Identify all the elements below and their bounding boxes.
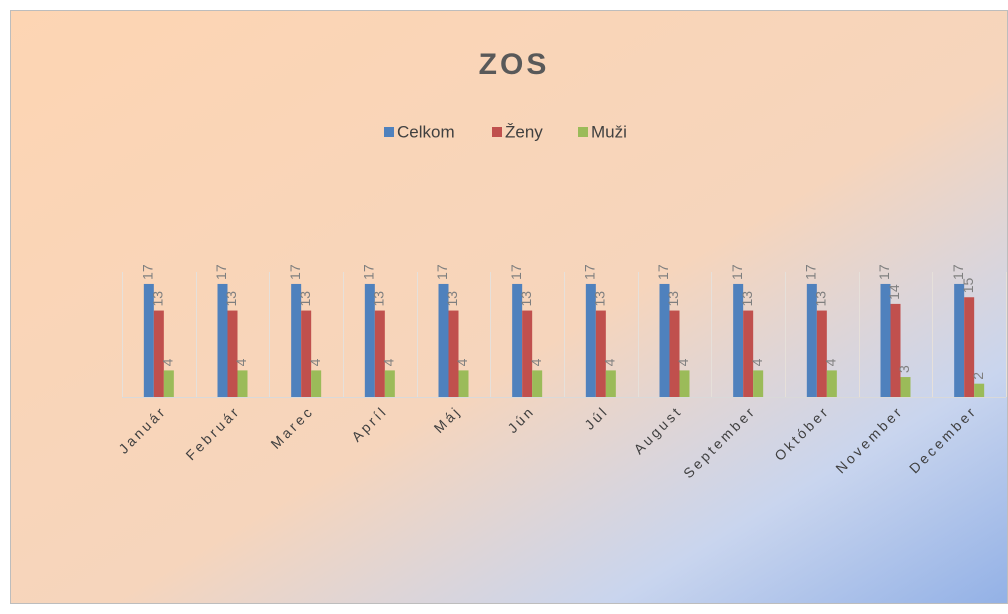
bar — [301, 310, 312, 397]
bar — [974, 383, 985, 397]
bar — [217, 283, 228, 397]
bar — [669, 310, 680, 397]
legend-label: Ženy — [505, 122, 543, 141]
bar — [880, 283, 891, 397]
data-label: 17 — [582, 264, 598, 280]
legend-label: Celkom — [397, 122, 455, 141]
data-label: 4 — [233, 358, 249, 366]
legend-swatch — [578, 127, 588, 137]
data-label: 4 — [528, 358, 544, 366]
data-label: 4 — [823, 358, 839, 366]
data-label: 17 — [803, 264, 819, 280]
bar — [605, 370, 616, 397]
bar — [679, 370, 690, 397]
bar — [291, 283, 302, 397]
data-label: 14 — [886, 284, 902, 300]
bar — [364, 283, 375, 397]
bar — [522, 310, 533, 397]
data-label: 13 — [297, 291, 313, 307]
chart-title: ZOS — [479, 48, 550, 81]
data-label: 4 — [454, 358, 470, 366]
bar — [237, 370, 248, 397]
legend-label: Muži — [591, 122, 627, 141]
data-label: 17 — [876, 264, 892, 280]
data-label: 4 — [307, 358, 323, 366]
bar — [438, 283, 449, 397]
data-label: 17 — [140, 264, 156, 280]
bar — [374, 310, 385, 397]
bar — [890, 303, 901, 397]
data-label: 17 — [287, 264, 303, 280]
bar — [900, 377, 911, 397]
data-label: 17 — [729, 264, 745, 280]
data-label: 4 — [749, 358, 765, 366]
data-label: 17 — [508, 264, 524, 280]
data-label: 13 — [223, 291, 239, 307]
bar — [954, 283, 965, 397]
data-label: 4 — [381, 358, 397, 366]
bar — [311, 370, 322, 397]
data-label: 13 — [813, 291, 829, 307]
data-label: 17 — [950, 264, 966, 280]
bar — [733, 283, 744, 397]
bar — [964, 297, 975, 397]
data-label: 17 — [655, 264, 671, 280]
bar — [532, 370, 543, 397]
bar — [143, 283, 154, 397]
bar — [743, 310, 754, 397]
bar — [816, 310, 827, 397]
bar — [458, 370, 469, 397]
bar — [826, 370, 837, 397]
data-label: 13 — [739, 291, 755, 307]
data-label: 2 — [970, 372, 986, 380]
bar — [384, 370, 395, 397]
data-label: 17 — [213, 264, 229, 280]
chart-area — [10, 10, 1008, 604]
bar — [512, 283, 523, 397]
bar — [153, 310, 164, 397]
bar — [753, 370, 764, 397]
legend-swatch — [492, 127, 502, 137]
data-label: 13 — [150, 291, 166, 307]
bar — [227, 310, 238, 397]
data-label: 13 — [371, 291, 387, 307]
data-label: 4 — [602, 358, 618, 366]
data-label: 15 — [960, 277, 976, 293]
bar — [659, 283, 670, 397]
data-label: 4 — [160, 358, 176, 366]
bar — [595, 310, 606, 397]
data-label: 17 — [361, 264, 377, 280]
data-label: 4 — [675, 358, 691, 366]
data-label: 13 — [518, 291, 534, 307]
data-label: 13 — [592, 291, 608, 307]
bar — [806, 283, 817, 397]
data-label: 17 — [434, 264, 450, 280]
bar — [585, 283, 596, 397]
legend-swatch — [384, 127, 394, 137]
data-label: 3 — [896, 365, 912, 373]
data-label: 13 — [665, 291, 681, 307]
data-label: 13 — [444, 291, 460, 307]
bar — [448, 310, 459, 397]
bar — [163, 370, 174, 397]
